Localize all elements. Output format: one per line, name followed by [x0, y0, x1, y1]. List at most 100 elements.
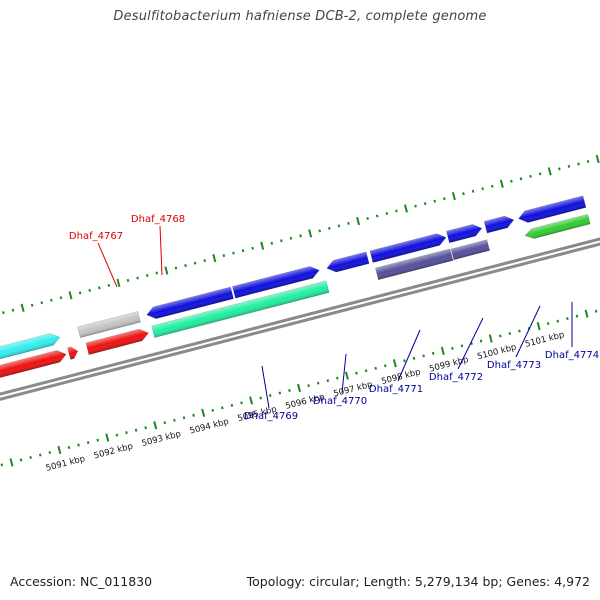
backbone-line-lower [0, 213, 600, 427]
upper-ruler-dot [289, 236, 293, 240]
lower-ruler-major-tick [344, 371, 349, 380]
scale-tick-label: 5094 kbp [189, 417, 230, 437]
gene-label-dhaf_4774[interactable]: Dhaf_4774 [545, 350, 599, 361]
upper-ruler-dot [78, 291, 82, 295]
leader-line-dhaf_4770 [341, 353, 347, 394]
lower-ruler-dot [556, 319, 560, 323]
lower-ruler-dot [19, 458, 23, 462]
upper-ruler-dot [567, 164, 571, 168]
upper-ruler-dot [433, 199, 437, 203]
upper-ruler-dot [97, 286, 101, 290]
lower-ruler-dot [403, 359, 406, 363]
upper-ruler-dot [366, 216, 369, 220]
gene-label-dhaf_4772[interactable]: Dhaf_4772 [429, 372, 483, 383]
gene-label-dhaf_4769[interactable]: Dhaf_4769 [244, 411, 298, 422]
lower-ruler-dot [144, 426, 147, 430]
leader-line-dhaf_4771 [397, 329, 421, 382]
upper-ruler-major-tick [404, 204, 408, 213]
lower-ruler-dot [240, 401, 243, 405]
upper-ruler-dot [385, 212, 389, 216]
lower-ruler-dot [259, 396, 262, 400]
upper-ruler-major-tick [308, 229, 313, 238]
lower-ruler-dot [67, 446, 71, 450]
upper-ruler-dot [577, 162, 580, 166]
lower-ruler-dot [29, 455, 32, 459]
upper-ruler-dot [193, 261, 197, 265]
lower-ruler-dot [192, 413, 195, 417]
upper-ruler-dot [490, 184, 494, 188]
lower-ruler-dot [163, 421, 167, 425]
upper-ruler-dot [232, 251, 235, 255]
gene-label-dhaf_4773[interactable]: Dhaf_4773 [487, 360, 541, 371]
upper-ruler-dot [462, 192, 465, 196]
lower-ruler-dot [86, 441, 90, 445]
lower-ruler-dot [546, 322, 550, 326]
lower-ruler-dot [374, 366, 377, 370]
lower-ruler-dot [316, 381, 320, 385]
upper-ruler-major-tick [116, 278, 121, 288]
lower-ruler-dot [230, 403, 234, 407]
upper-ruler-dot [136, 276, 139, 280]
lower-ruler-dot [48, 450, 52, 455]
upper-ruler-dot [538, 172, 542, 176]
upper-ruler-dot [443, 197, 446, 201]
lower-ruler-dot [268, 393, 272, 397]
upper-ruler-major-tick [164, 266, 169, 275]
lower-ruler-dot [336, 376, 339, 380]
gene-arrow-dhaf_4773b[interactable] [450, 239, 490, 261]
upper-ruler-dot [481, 187, 484, 191]
gene-label-dhaf_4770[interactable]: Dhaf_4770 [313, 396, 367, 407]
upper-ruler-major-tick [212, 254, 217, 263]
upper-ruler-major-tick [20, 303, 25, 312]
gene-label-dhaf_4767[interactable]: Dhaf_4767 [69, 231, 123, 242]
gene-label-dhaf_4771[interactable]: Dhaf_4771 [369, 384, 423, 395]
map-title: Desulfitobacterium hafniense DCB-2, comp… [113, 9, 487, 24]
lower-ruler-major-tick [536, 321, 541, 331]
lower-ruler-major-tick [153, 421, 158, 430]
lower-ruler-major-tick [440, 346, 445, 355]
lower-ruler-dot [431, 351, 435, 355]
gene-arrow-dhaf_4767[interactable] [67, 345, 80, 360]
scale-tick-label: 5093 kbp [141, 429, 182, 449]
upper-ruler-dot [423, 202, 427, 206]
lower-ruler-major-tick [201, 408, 206, 417]
upper-ruler-major-tick [356, 216, 361, 226]
gene-label-dhaf_4768[interactable]: Dhaf_4768 [131, 214, 185, 225]
lower-ruler-major-tick [249, 396, 254, 405]
lower-scale-ruler [0, 309, 598, 467]
upper-ruler-dot [2, 311, 5, 315]
leader-line-dhaf_4772 [457, 317, 484, 370]
lower-ruler-dot [383, 364, 387, 368]
upper-ruler-dot [414, 204, 417, 208]
lower-ruler-dot [77, 443, 80, 447]
lower-ruler-dot [288, 389, 291, 393]
lower-ruler-major-tick [392, 359, 397, 368]
gene-arrow-dhaf_4771[interactable] [325, 251, 370, 274]
gene-label-leaders [97, 225, 573, 409]
lower-ruler-dot [451, 346, 454, 350]
leader-line-dhaf_4769 [261, 365, 270, 409]
upper-ruler-dot [270, 241, 274, 245]
upper-ruler-dot [529, 174, 532, 178]
upper-ruler-dot [174, 266, 178, 270]
lower-ruler-dot [38, 453, 42, 457]
lower-ruler-dot [518, 329, 521, 333]
gene-arrow-dhaf_4774[interactable] [483, 214, 515, 234]
lower-ruler-dot [326, 379, 330, 383]
upper-ruler-dot [337, 224, 341, 228]
upper-ruler-dot [145, 273, 149, 277]
scale-tick-label: 5101 kbp [524, 330, 565, 350]
upper-ruler-dot [126, 278, 130, 282]
lower-ruler-dot [422, 354, 425, 358]
lower-ruler-dot [125, 431, 128, 435]
upper-ruler-dot [203, 259, 206, 263]
gene-arrow-dhaf_4773[interactable] [446, 222, 483, 244]
upper-ruler-dot [318, 229, 322, 233]
lower-ruler-major-tick [105, 433, 110, 442]
leader-line-dhaf_4773 [515, 305, 541, 358]
upper-ruler-dot [586, 159, 590, 163]
leader-line-dhaf_4768 [159, 225, 163, 276]
leader-line-dhaf_4767 [97, 242, 118, 288]
lower-ruler-dot [566, 317, 569, 321]
